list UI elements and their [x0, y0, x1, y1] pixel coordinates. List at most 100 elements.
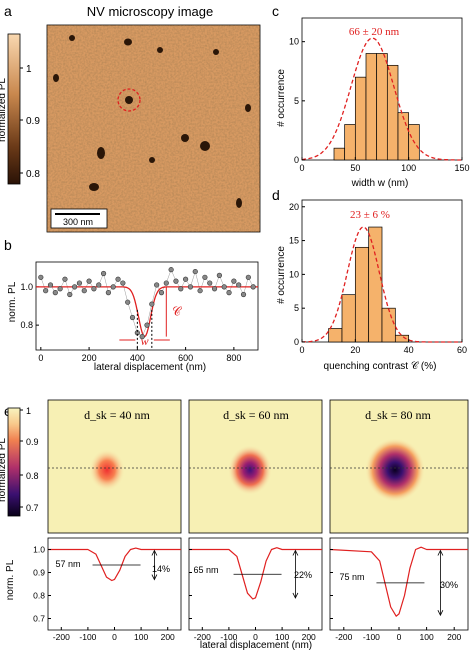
- profile-line-e1: [48, 547, 181, 582]
- histogram-bar-c: [376, 53, 388, 161]
- plot-frame-e1: [47, 537, 182, 631]
- scalebar-label: 300 nm: [63, 217, 93, 227]
- histogram-bar-c: [397, 112, 410, 161]
- histogram-bar-d: [354, 246, 370, 343]
- data-point-b: [129, 314, 136, 321]
- data-point-b: [43, 288, 49, 294]
- panel-e: e 1 0.9 0.8 0.7 normalized PL d_sk = 40 …: [0, 399, 469, 651]
- data-point-b: [62, 276, 68, 282]
- data-point-b: [187, 284, 194, 290]
- x-tick-label-e: 100: [134, 632, 148, 642]
- x-tick-label-c: 0: [299, 163, 304, 173]
- y-tick-label-d: 0: [294, 337, 299, 347]
- colorbar-e-label: normalized PL: [0, 438, 8, 502]
- x-tick-label-b: 400: [130, 353, 145, 363]
- histogram-bar-c: [386, 64, 399, 161]
- x-tick-label-b: 600: [178, 353, 193, 363]
- data-point-b: [86, 278, 92, 284]
- panel-letter-a: a: [4, 3, 12, 19]
- arrowhead-down-e1: [151, 574, 158, 581]
- x-tick-label-c: 150: [454, 163, 469, 173]
- y-tick-label-d: 10: [289, 269, 299, 279]
- panel-a-colorbar: [7, 33, 21, 185]
- panel-a-title: NV microscopy image: [87, 4, 213, 19]
- panel-c: c # occurrence width w (nm) 66 ± 20 nm 0…: [272, 3, 470, 189]
- x-tick-label-e: 0: [112, 632, 117, 642]
- gaussian-fit-d: [302, 226, 462, 343]
- data-point-b: [211, 286, 218, 292]
- histogram-bar-d: [341, 294, 356, 343]
- sim-1-contrast-label: 14%: [152, 564, 170, 574]
- data-point-b: [149, 301, 155, 307]
- y-tick-label-e: 1.0: [33, 545, 45, 555]
- data-point-b: [76, 280, 83, 286]
- sim-3-title: d_sk = 80 nm: [365, 408, 431, 422]
- x-tick-label-e: 100: [275, 632, 289, 642]
- data-point-b: [250, 284, 256, 290]
- histogram-bar-d: [368, 226, 383, 343]
- x-tick-label-e: -100: [363, 632, 380, 642]
- data-point-b: [52, 290, 58, 296]
- x-tick-label-e: 0: [397, 632, 402, 642]
- y-tick-label-b: 1.0: [20, 282, 33, 292]
- data-point-b: [100, 270, 107, 277]
- x-tick-label-e: 200: [161, 632, 175, 642]
- profile-line-e2: [189, 547, 322, 600]
- x-tick-label-e: 200: [447, 632, 461, 642]
- y-tick-label-d: 20: [289, 202, 299, 212]
- sim-2-width-label: 65 nm: [193, 565, 218, 575]
- panel-d: d # occurrence quenching contrast 𝒞 (%) …: [272, 187, 467, 372]
- panel-letter-d: d: [272, 187, 280, 203]
- arrowhead-up-e3: [437, 549, 444, 556]
- gaussian-fit-c: [301, 37, 462, 161]
- colorbar-a-label: normalized PL: [0, 78, 8, 142]
- panel-letter-b: b: [4, 237, 12, 253]
- y-tick-label-e: 0.7: [33, 614, 45, 624]
- data-point-b: [96, 282, 102, 288]
- sim-1-width-label: 57 nm: [55, 559, 80, 569]
- histogram-bar-c: [354, 76, 367, 161]
- x-tick-label-d: 60: [457, 345, 467, 355]
- sim-2-title: d_sk = 60 nm: [223, 408, 289, 422]
- y-tick-label-c: 10: [289, 37, 299, 47]
- panel-d-xlabel: quenching contrast 𝒞 (%): [324, 361, 437, 372]
- x-tick-label-e: 0: [253, 632, 258, 642]
- y-tick-label-d: 5: [294, 303, 299, 313]
- data-point-b: [231, 278, 237, 284]
- data-point-b: [115, 276, 121, 282]
- data-point-b: [163, 280, 169, 286]
- colorbar-e-tick-1: 1: [26, 406, 31, 416]
- data-point-b: [168, 267, 174, 273]
- data-point-b: [139, 334, 145, 340]
- arrowhead-up-e1: [151, 549, 158, 556]
- x-tick-label-d: 20: [350, 345, 360, 355]
- chart-e: -200 -100 0 100 200 0.7 0.8 0.9 1.0 -200 -100 0 100 2…: [33, 537, 469, 642]
- histogram-bar-c: [344, 124, 356, 161]
- data-point-b: [91, 286, 97, 292]
- panel-letter-c: c: [272, 3, 279, 19]
- chart-c: 0 50 100 150 0 5 10: [289, 17, 470, 173]
- data-point-b: [226, 290, 232, 296]
- chart-b: 0 200 400 600 800 0.8 1.0 w 𝒞: [20, 261, 259, 363]
- highlight-circle: [117, 88, 141, 112]
- profile-line-e3: [329, 546, 468, 617]
- data-point-b: [154, 282, 160, 288]
- data-point-b: [38, 274, 44, 280]
- x-tick-label-b: 800: [226, 353, 241, 363]
- y-tick-label-e: 0.9: [33, 568, 45, 578]
- data-point-b: [120, 280, 126, 286]
- x-tick-label-b: 200: [82, 353, 97, 363]
- histogram-bar-c: [365, 53, 378, 161]
- x-tick-label-e: -100: [220, 632, 237, 642]
- x-tick-label-b: 0: [38, 353, 43, 363]
- data-point-b: [240, 291, 247, 298]
- sim-map-2: d_sk = 60 nm: [188, 399, 323, 534]
- histogram-bar-d: [328, 328, 343, 343]
- panel-e-xlabel: lateral displacement (nm): [200, 640, 312, 651]
- data-point-b: [173, 278, 179, 284]
- x-tick-label-e: -200: [194, 632, 211, 642]
- chart-d: 0 20 40 60 0 5 10 15 20: [289, 199, 467, 355]
- arrowhead-down-e3: [437, 610, 444, 617]
- data-point-b: [47, 282, 54, 288]
